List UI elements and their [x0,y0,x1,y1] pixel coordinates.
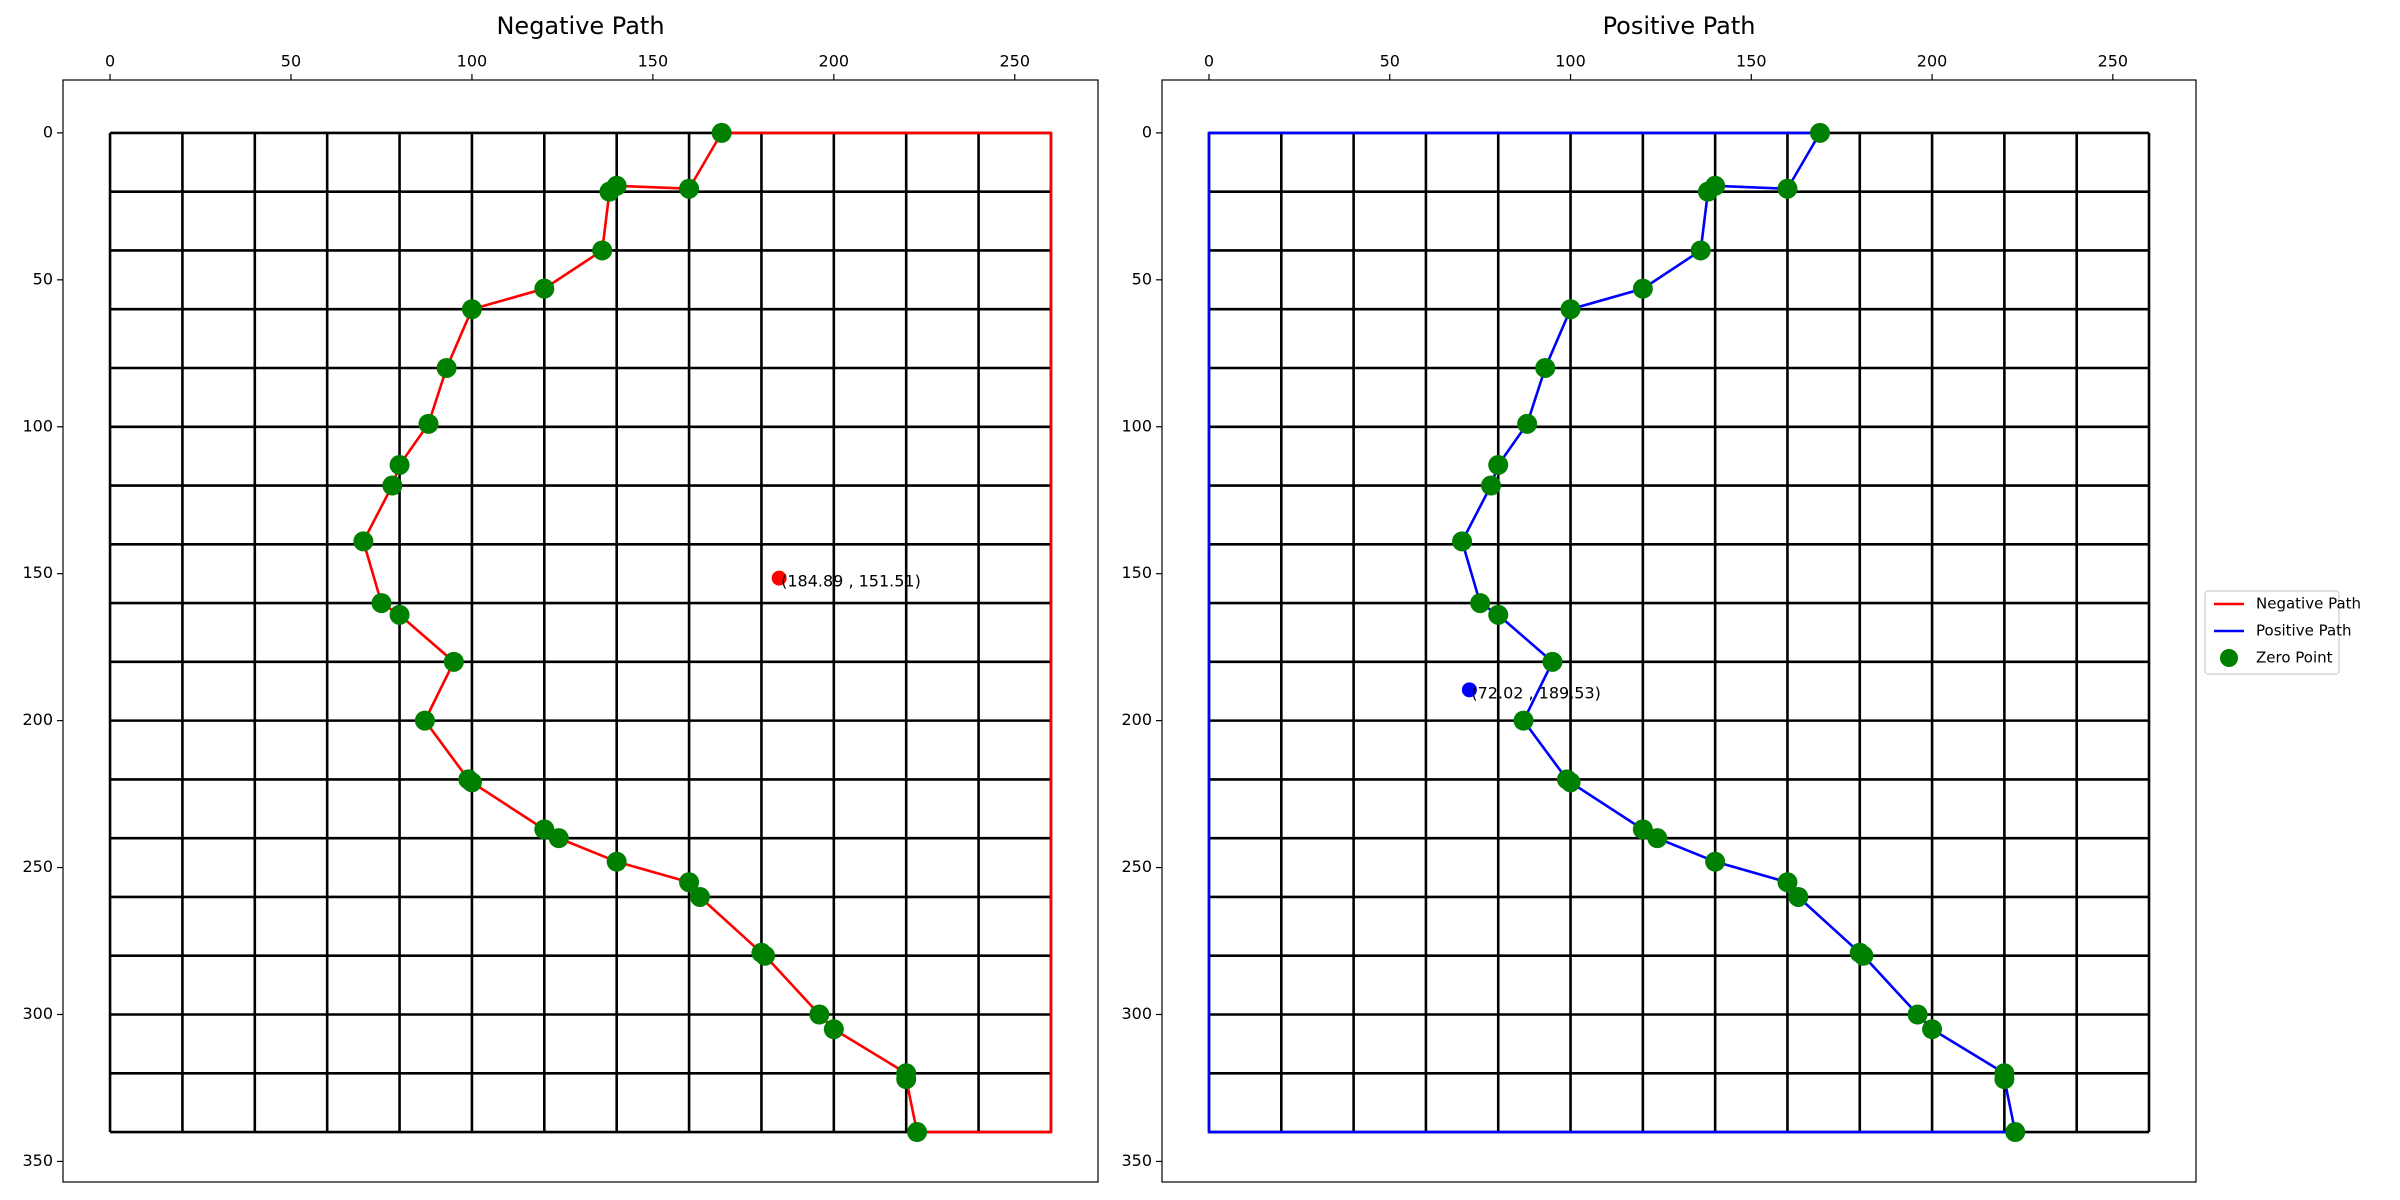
marker-point [771,570,787,586]
zero-point [907,1122,928,1143]
legend-label: Zero Point [2256,649,2333,667]
x-tick-label: 0 [1204,52,1214,71]
zero-point [414,710,435,731]
y-tick-label: 50 [1132,269,1152,288]
zero-point [1777,178,1798,199]
zero-point [1513,710,1534,731]
zero-point [1632,819,1653,840]
x-tick-label: 50 [281,52,301,71]
zero-point [461,299,482,320]
y-tick-label: 250 [1121,857,1152,876]
zero-point [1810,122,1830,143]
zero-point [1452,531,1473,552]
y-tick-label: 200 [1121,710,1152,729]
zero-point [461,772,482,793]
zero-point [1535,357,1556,378]
y-tick-label: 150 [1121,563,1152,582]
zero-point [1560,772,1581,793]
x-tick-label: 250 [999,52,1030,71]
subplot: Positive Path 0 50 100 150 200 250 0 50 100 150 200… [1121,12,2197,1183]
legend-symbol [2220,649,2238,667]
y-tick-label: 300 [1121,1004,1152,1023]
x-tick-label: 100 [457,52,488,71]
y-tick-label: 0 [43,122,53,141]
zero-point [534,819,555,840]
zero-point [443,651,464,672]
chart-title: Negative Path [496,12,664,40]
x-tick-label: 200 [819,52,850,71]
x-tick-label: 150 [638,52,669,71]
legend: Negative Path Positive Path Zero Point [2204,590,2361,675]
zero-point [689,886,710,907]
zero-point [1488,604,1509,625]
zero-point [592,240,613,261]
legend-frame [2204,590,2340,675]
y-tick-label: 300 [22,1004,53,1023]
zero-point [1777,872,1798,893]
zero-point [1488,454,1509,475]
legend-label: Positive Path [2256,622,2352,640]
zero-point [1907,1004,1928,1025]
y-tick-label: 100 [22,416,53,435]
y-tick-label: 150 [22,563,53,582]
zero-point [1705,851,1726,872]
y-tick-label: 100 [1121,416,1152,435]
zero-point [711,122,732,143]
zero-point [599,181,620,202]
axes-frame [1161,79,2197,1183]
y-tick-label: 50 [33,269,53,288]
zero-point [1853,945,1874,966]
subplot: Negative Path 0 50 100 150 200 250 0 50 100 150 200… [22,12,1099,1183]
zero-point [382,475,403,496]
y-tick-label: 350 [1121,1151,1152,1170]
zero-point [809,1004,830,1025]
zero-point [896,1069,917,1090]
axes-frame [62,79,1099,1183]
zero-point [1647,828,1668,849]
zero-point [389,454,410,475]
zero-point [679,872,700,893]
zero-point [679,178,700,199]
zero-point [823,1019,844,1040]
y-tick-label: 250 [22,857,53,876]
x-tick-label: 50 [1380,52,1400,71]
zero-point [2005,1122,2026,1143]
zero-point [353,531,374,552]
zero-point [534,278,555,299]
chart-title: Positive Path [1603,12,1756,40]
zero-point [1922,1019,1943,1040]
x-tick-label: 150 [1736,52,1767,71]
path-line [361,131,1053,1134]
zero-point [436,357,457,378]
y-tick-label: 0 [1142,122,1152,141]
y-tick-label: 350 [22,1151,53,1170]
zero-point [371,593,392,614]
path-line [1207,131,2017,1134]
x-tick-label: 250 [2098,52,2129,71]
zero-point [548,828,569,849]
zero-point [418,413,439,434]
zero-point [1560,299,1581,320]
x-tick-label: 200 [1917,52,1948,71]
zero-point [1542,651,1563,672]
x-tick-label: 0 [105,52,115,71]
marker-label: (72.02 , 189.53) [1471,683,1601,702]
marker-point [1461,682,1477,698]
zero-point [755,945,776,966]
zero-point [1994,1069,2015,1090]
zero-point [1470,593,1491,614]
zero-point [1632,278,1653,299]
marker-label: (184.89 , 151.51) [781,572,921,591]
zero-point [606,851,627,872]
zero-point [1481,475,1501,496]
zero-point [1517,413,1538,434]
zero-point [1788,886,1809,907]
y-tick-label: 200 [22,710,53,729]
zero-point [1697,181,1718,202]
zero-point [1690,240,1711,261]
legend-label: Negative Path [2256,595,2361,613]
x-tick-label: 100 [1555,52,1586,71]
zero-point [389,604,410,625]
